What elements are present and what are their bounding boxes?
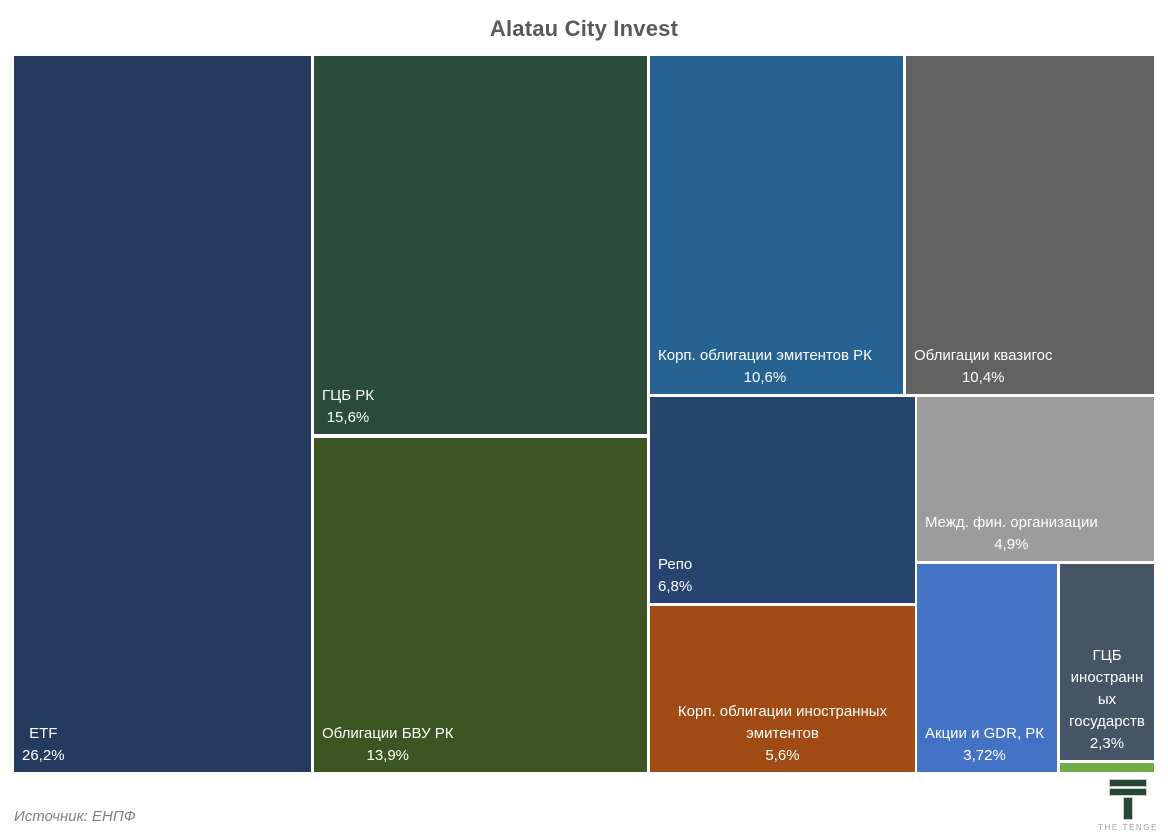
treemap-tile-repo: Репо 6,8% — [650, 397, 915, 603]
the-tenge-logo: THE TENGE — [1098, 780, 1158, 832]
tile-label: Облигации квазигос 10,4% — [914, 345, 1053, 389]
tile-name: Корп. облигации иностранных эмитентов — [677, 703, 888, 742]
tile-label: Корп. облигации эмитентов РК 10,6% — [658, 345, 872, 389]
tile-label: Репо 6,8% — [658, 554, 692, 598]
tile-label: Облигации БВУ РК 13,9% — [322, 723, 454, 767]
tile-value: 15,6% — [326, 409, 370, 426]
tile-value: 5,6% — [765, 747, 800, 764]
tile-name: Облигации БВУ РК — [322, 725, 454, 742]
tile-label: Межд. фин. организации 4,9% — [925, 512, 1098, 556]
tile-name: ГЦБ иностранных государств — [1069, 647, 1145, 730]
tile-name: Корп. облигации эмитентов РК — [658, 347, 872, 364]
tile-label: Акции и GDR, РК 3,72% — [925, 723, 1044, 767]
tile-name: ETF — [29, 725, 58, 742]
treemap-tile-etf: ETF 26,2% — [14, 56, 311, 772]
tile-value: 2,3% — [1089, 735, 1125, 752]
tile-label: Корп. облигации иностранных эмитентов 5,6… — [658, 701, 907, 767]
tenge-stem — [1124, 798, 1132, 819]
tile-value: 13,9% — [366, 747, 410, 764]
treemap-tile-obligacii-bvu-rk: Облигации БВУ РК 13,9% — [314, 438, 647, 772]
treemap-tile-unlabeled-green — [1060, 763, 1154, 772]
treemap-tile-gcb-rk: ГЦБ РК 15,6% — [314, 56, 647, 434]
treemap-tile-obligacii-kvazigos: Облигации квазигос 10,4% — [906, 56, 1154, 394]
treemap: ETF 26,2% ГЦБ РК 15,6% Облигации БВУ РК 13,9%… — [14, 56, 1154, 772]
tile-value: 4,9% — [994, 536, 1029, 553]
tenge-top-bar — [1110, 780, 1146, 786]
tile-label: ETF 26,2% — [22, 723, 65, 767]
tile-name: ГЦБ РК — [322, 387, 374, 404]
tile-name: Облигации квазигос — [914, 347, 1053, 364]
treemap-tile-korp-obligacii-inostrannyh-emitentov: Корп. облигации иностранных эмитентов 5,6… — [650, 606, 915, 772]
tenge-second-bar — [1110, 789, 1146, 795]
tile-value: 3,72% — [963, 747, 1006, 764]
tile-label: ГЦБ РК 15,6% — [322, 385, 374, 429]
tile-value: 6,8% — [658, 578, 693, 595]
tile-value: 10,6% — [743, 369, 787, 386]
treemap-tile-gcb-inostrannyh-gosudarstv: ГЦБ иностранных государств 2,3% — [1060, 564, 1154, 760]
tenge-symbol-icon — [1110, 780, 1146, 819]
tile-name: Репо — [658, 556, 693, 573]
tile-value: 10,4% — [961, 369, 1005, 386]
tile-name: Межд. фин. организации — [925, 514, 1098, 531]
tile-name: Акции и GDR, РК — [925, 725, 1045, 742]
chart-title: Alatau City Invest — [489, 16, 679, 41]
treemap-tile-mezhd-fin-organizacii: Межд. фин. организации 4,9% — [917, 397, 1154, 561]
tile-value: 26,2% — [22, 747, 65, 764]
source-note: Источник: ЕНПФ — [14, 808, 136, 825]
treemap-tile-akcii-i-gdr-rk: Акции и GDR, РК 3,72% — [917, 564, 1057, 772]
logo-text: THE TENGE — [1098, 823, 1159, 832]
treemap-tile-korp-obligacii-emitentov-rk: Корп. облигации эмитентов РК 10,6% — [650, 56, 903, 394]
tile-label: ГЦБ иностранных государств 2,3% — [1068, 645, 1146, 755]
